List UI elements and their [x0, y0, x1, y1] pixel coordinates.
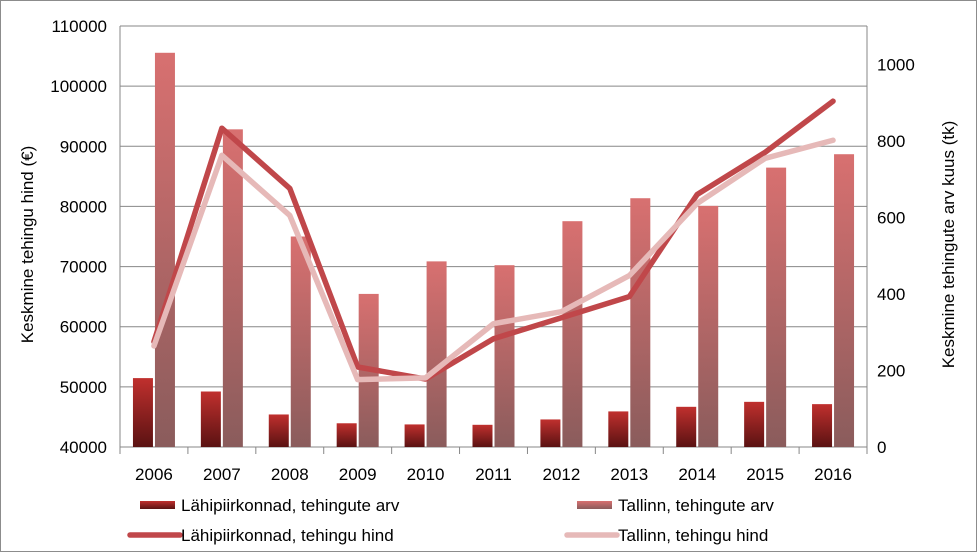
bar-tallinn [562, 221, 583, 447]
bar-lahipiirkonnad [744, 401, 765, 447]
tick-labels: 40000 50000 60000 70000 80000 90000 100000 1100… [50, 17, 915, 484]
x-tick-label: 2008 [271, 465, 309, 484]
bar-tallinn [630, 198, 651, 447]
x-tick-label: 2012 [542, 465, 580, 484]
bar-tallinn [426, 261, 447, 447]
bar-tallinn [494, 265, 515, 447]
legend: Lähipiirkonnad, tehingute arv Tallinn, te… [127, 496, 774, 545]
bar-tallinn [834, 154, 855, 448]
bar-tallinn [290, 236, 311, 447]
y2-tick-label: 1000 [877, 55, 915, 74]
y-tick-label: 110000 [52, 17, 107, 36]
bar-lahipiirkonnad [676, 406, 697, 447]
y2-tick-label: 200 [877, 361, 905, 380]
legend-label: Tallinn, tehingu hind [618, 526, 768, 545]
bar-lahipiirkonnad [404, 424, 425, 447]
lines [151, 98, 836, 383]
y-tick-label: 100000 [50, 77, 107, 96]
y2-tick-label: 400 [877, 285, 905, 304]
bar-lahipiirkonnad [472, 424, 493, 447]
x-tick-label: 2009 [339, 465, 377, 484]
legend-swatch [140, 501, 175, 509]
y2-tick-label: 800 [877, 132, 905, 151]
bars [132, 52, 855, 448]
legend-swatch [577, 501, 612, 509]
bar-lahipiirkonnad [336, 423, 357, 447]
bar-lahipiirkonnad [132, 378, 153, 447]
bar-tallinn [698, 205, 719, 447]
y2-axis-title: Keskmine tehingute arv kuus (tk) [939, 121, 958, 369]
y-tick-label: 50000 [60, 378, 107, 397]
legend-label: Lähipiirkonnad, tehingute arv [181, 496, 400, 515]
x-tick-label: 2013 [610, 465, 648, 484]
y-tick-label: 80000 [60, 197, 107, 216]
y2-tick-label: 600 [877, 208, 905, 227]
y-tick-label: 70000 [60, 258, 107, 277]
bar-lahipiirkonnad [608, 411, 629, 447]
y2-tick-label: 0 [877, 438, 886, 457]
line-tallinn [151, 137, 836, 383]
bar-lahipiirkonnad [540, 419, 561, 447]
x-tick-label: 2010 [407, 465, 445, 484]
legend-label: Tallinn, tehingute arv [618, 496, 774, 515]
x-tick-label: 2011 [475, 465, 512, 484]
x-tick-label: 2007 [203, 465, 241, 484]
y-tick-label: 90000 [60, 137, 107, 156]
y-tick-label: 60000 [60, 318, 107, 337]
bar-lahipiirkonnad [812, 404, 833, 447]
x-tick-label: 2015 [746, 465, 784, 484]
line-lahipiirkonnad [151, 98, 836, 382]
x-tick-label: 2016 [814, 465, 852, 484]
legend-label: Lähipiirkonnad, tehingu hind [181, 526, 394, 545]
bar-tallinn [766, 167, 787, 448]
bar-lahipiirkonnad [268, 414, 289, 447]
y-tick-label: 40000 [60, 438, 107, 457]
bar-lahipiirkonnad [200, 391, 221, 447]
bar-tallinn [154, 52, 175, 448]
bar-tallinn [222, 129, 243, 447]
plot-area [119, 26, 868, 454]
x-tick-label: 2006 [135, 465, 173, 484]
x-tick-label: 2014 [678, 465, 716, 484]
y-axis-title: Keskmine tehingu hind (€) [18, 146, 37, 344]
